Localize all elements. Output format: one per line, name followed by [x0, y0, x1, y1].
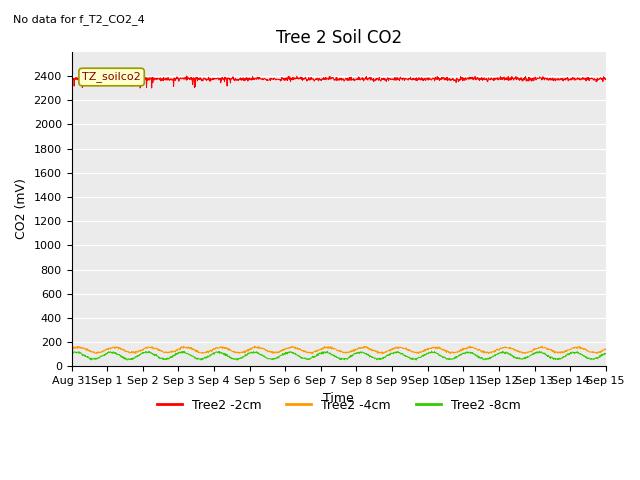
Legend: Tree2 -2cm, Tree2 -4cm, Tree2 -8cm: Tree2 -2cm, Tree2 -4cm, Tree2 -8cm	[152, 394, 525, 417]
X-axis label: Time: Time	[323, 392, 354, 405]
Text: TZ_soilco2: TZ_soilco2	[82, 72, 141, 83]
Y-axis label: CO2 (mV): CO2 (mV)	[15, 179, 28, 240]
Title: Tree 2 Soil CO2: Tree 2 Soil CO2	[276, 29, 402, 48]
Text: No data for f_T2_CO2_4: No data for f_T2_CO2_4	[13, 14, 145, 25]
